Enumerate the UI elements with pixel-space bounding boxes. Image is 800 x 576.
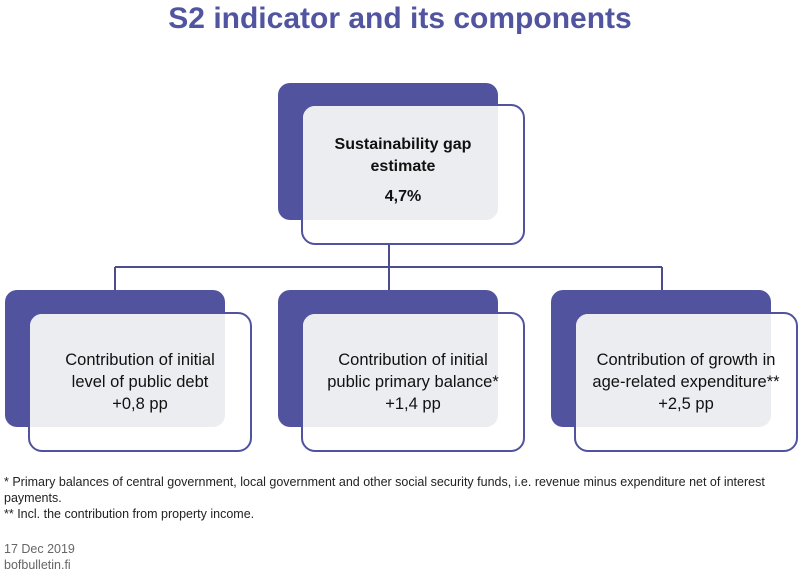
component-line1: Contribution of initial bbox=[338, 351, 488, 369]
footnote-property-income: ** Incl. the contribution from property … bbox=[4, 507, 255, 521]
footnotes: * Primary balances of central government… bbox=[4, 474, 794, 522]
footnote-primary-balances: * Primary balances of central government… bbox=[4, 475, 765, 505]
top-box-label-line1: Sustainability gap bbox=[334, 136, 472, 153]
top-box-label-line2: estimate bbox=[370, 158, 436, 175]
component-line2: public primary balance* bbox=[327, 373, 499, 391]
component-box-text: Contribution of growth in age-related ex… bbox=[574, 349, 798, 415]
top-box-fill bbox=[303, 106, 498, 220]
top-box-text: Sustainability gap estimate 4,7% bbox=[303, 134, 503, 208]
component-line2: level of public debt bbox=[71, 373, 209, 391]
component-line2: age-related expenditure** bbox=[592, 373, 780, 391]
component-line1: Contribution of growth in bbox=[596, 351, 776, 369]
component-value: +2,5 pp bbox=[658, 395, 714, 413]
component-box-fill bbox=[30, 314, 225, 427]
diagram-title: S2 indicator and its components bbox=[168, 2, 632, 35]
component-box-fill bbox=[576, 314, 771, 427]
component-line1: Contribution of initial bbox=[65, 351, 215, 369]
footer-site: bofbulletin.fi bbox=[4, 558, 71, 572]
component-box-fill bbox=[303, 314, 498, 427]
footer-date: 17 Dec 2019 bbox=[4, 542, 75, 556]
component-box-text: Contribution of initial public primary b… bbox=[301, 349, 525, 415]
component-box-text: Contribution of initial level of public … bbox=[28, 349, 252, 415]
footer: 17 Dec 2019 bofbulletin.fi bbox=[4, 541, 75, 573]
component-value: +0,8 pp bbox=[112, 395, 168, 413]
top-box-value: 4,7% bbox=[384, 188, 422, 205]
component-value: +1,4 pp bbox=[385, 395, 441, 413]
